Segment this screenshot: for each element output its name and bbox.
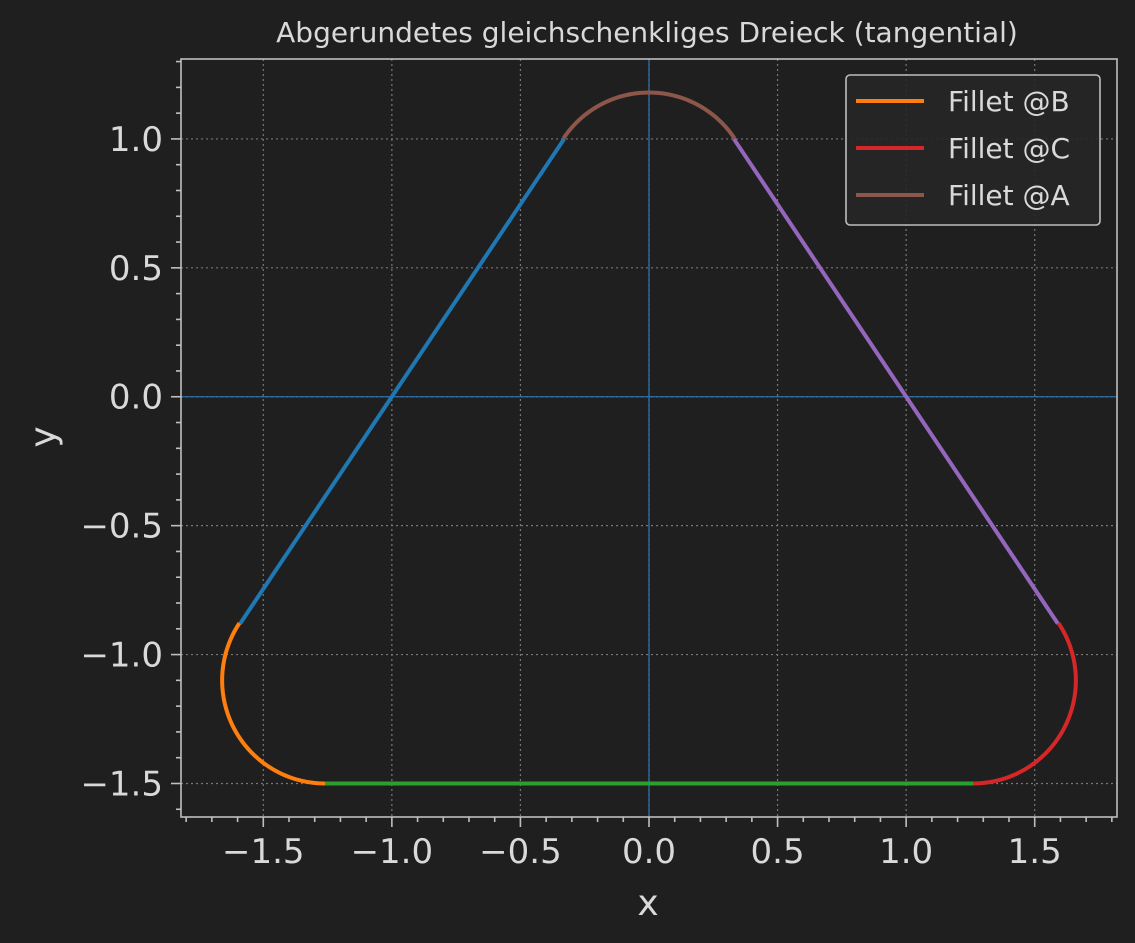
zero-lines — [181, 59, 1117, 817]
x-tick-label: 0.0 — [622, 832, 676, 872]
x-axis-label: x — [637, 883, 658, 924]
fillet-a-arc — [561, 90, 737, 140]
y-tick-label: −0.5 — [80, 507, 163, 547]
y-tick-label: −1.0 — [80, 636, 163, 676]
legend: Fillet @B Fillet @C Fillet @A — [845, 74, 1101, 226]
edge-line — [732, 137, 1060, 625]
y-tick-label: 1.0 — [109, 120, 163, 160]
x-tick-label: 1.5 — [1008, 832, 1062, 872]
legend-entry-label: Fillet @C — [948, 132, 1070, 165]
y-axis-label: y — [23, 426, 64, 447]
y-tick-label: 0.0 — [109, 378, 163, 418]
y-tick-label: 0.5 — [109, 249, 163, 289]
edge-line — [238, 137, 566, 625]
x-tick-label: −1.5 — [222, 832, 305, 872]
legend-box — [845, 74, 1101, 226]
x-tick-label: −0.5 — [479, 832, 562, 872]
chart-title: Abgerundetes gleichschenkliges Dreieck (… — [276, 16, 1018, 49]
fillet-b-arc — [220, 622, 326, 786]
y-tick-label: −1.5 — [80, 764, 163, 804]
fillet-c-arc — [972, 622, 1078, 786]
x-tick-label: 0.5 — [751, 832, 805, 872]
axis-ticks: −1.5 −1.0 −0.5 0.0 0.5 1.0 1.5 −1.5 −1.0 −0.5 0.0 0… — [80, 60, 1113, 872]
x-tick-label: 1.0 — [879, 832, 933, 872]
legend-entry-label: Fillet @A — [948, 179, 1070, 212]
legend-entry-label: Fillet @B — [948, 85, 1070, 118]
curve-segments — [220, 90, 1078, 786]
x-tick-label: −1.0 — [351, 832, 434, 872]
